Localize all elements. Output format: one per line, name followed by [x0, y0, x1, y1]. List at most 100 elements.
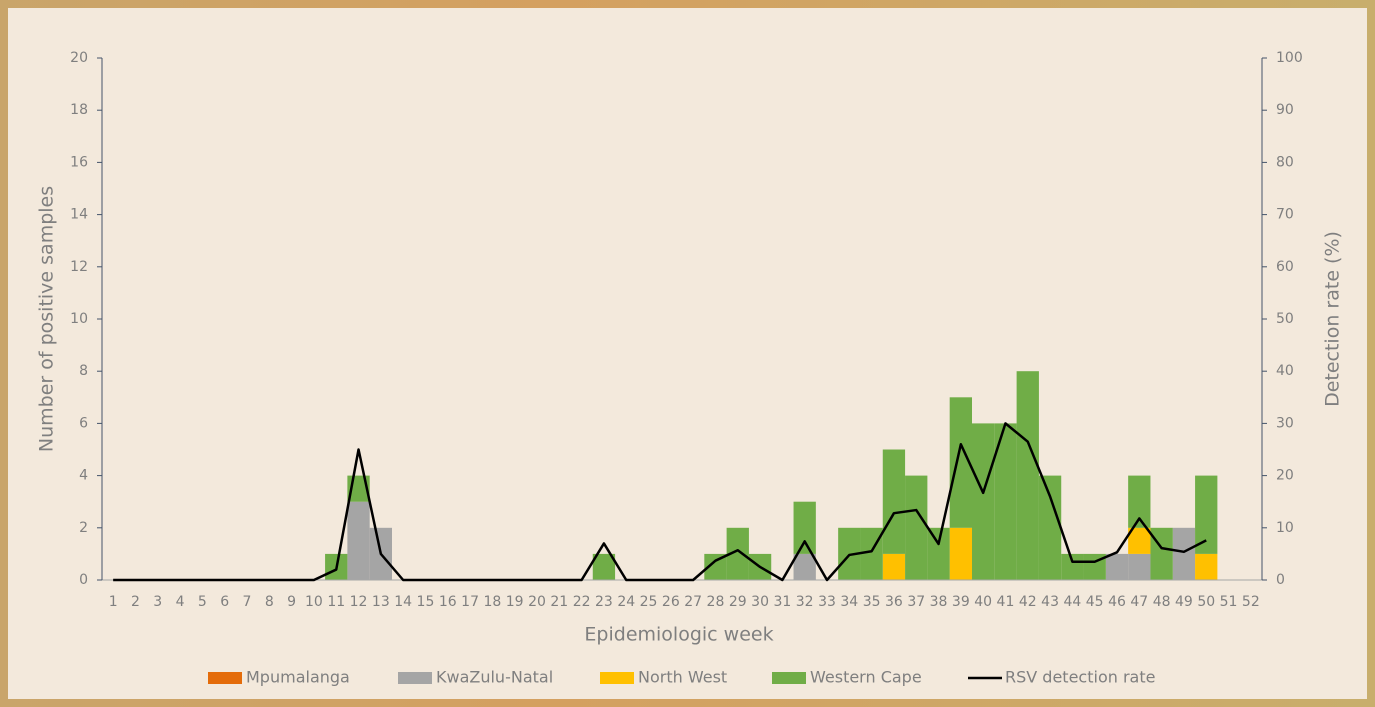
bar [1195, 475, 1218, 554]
x-tick-label: 30 [751, 594, 769, 610]
bar [927, 527, 950, 580]
bar [882, 553, 906, 580]
y-tick-label: 18 [70, 102, 88, 118]
x-tick-label: 22 [573, 594, 591, 610]
x-tick-label: 35 [863, 594, 881, 610]
y-tick-label: 6 [79, 415, 88, 431]
y2-tick-label: 90 [1276, 102, 1294, 118]
x-tick-label: 29 [729, 594, 747, 610]
x-tick-label: 11 [327, 594, 345, 610]
bar [1128, 553, 1151, 580]
x-tick-label: 34 [840, 594, 858, 610]
y2-tick-label: 0 [1276, 572, 1285, 588]
x-tick-label: 8 [265, 594, 274, 610]
y-tick-label: 0 [79, 572, 88, 588]
x-tick-label: 44 [1063, 594, 1081, 610]
bar [1038, 475, 1062, 580]
x-tick-label: 36 [885, 594, 903, 610]
x-tick-label: 15 [417, 594, 435, 610]
x-tick-label: 25 [640, 594, 658, 610]
y-tick-label: 8 [79, 363, 88, 379]
y2-tick-label: 60 [1276, 259, 1294, 275]
x-tick-label: 45 [1086, 594, 1104, 610]
x-tick-label: 16 [439, 594, 457, 610]
x-tick-label: 51 [1220, 594, 1238, 610]
legend-label: KwaZulu-Natal [436, 668, 553, 687]
y2-tick-label: 30 [1276, 415, 1294, 431]
y-tick-label: 16 [70, 154, 88, 170]
x-tick-label: 9 [287, 594, 296, 610]
x-tick-label: 49 [1175, 594, 1193, 610]
bar [1061, 553, 1084, 580]
x-tick-label: 10 [305, 594, 323, 610]
bar [949, 527, 972, 580]
x-tick-label: 6 [220, 594, 229, 610]
x-tick-label: 13 [372, 594, 390, 610]
x-tick-label: 7 [243, 594, 252, 610]
y2-axis-label: Detection rate (%) [1322, 231, 1344, 407]
bar [949, 397, 972, 528]
x-tick-label: 33 [818, 594, 836, 610]
bar [793, 501, 816, 554]
bar [793, 553, 816, 580]
x-tick-label: 2 [131, 594, 140, 610]
x-tick-label: 1 [109, 594, 118, 610]
y-tick-label: 4 [79, 468, 88, 484]
legend-label: RSV detection rate [1005, 668, 1155, 687]
legend-swatch [208, 672, 242, 684]
x-tick-label: 5 [198, 594, 207, 610]
legend-swatch [398, 672, 432, 684]
legend-label: North West [638, 668, 727, 687]
legend-label: Mpumalanga [246, 668, 350, 687]
x-tick-label: 20 [528, 594, 546, 610]
x-tick-label: 18 [483, 594, 501, 610]
bar [905, 475, 928, 580]
y2-tick-label: 10 [1276, 520, 1294, 536]
bar [704, 553, 727, 580]
y2-tick-label: 50 [1276, 311, 1294, 327]
x-tick-label: 39 [952, 594, 970, 610]
x-tick-label: 17 [461, 594, 479, 610]
x-tick-label: 27 [684, 594, 702, 610]
x-tick-label: 46 [1108, 594, 1126, 610]
y-tick-label: 20 [70, 50, 88, 66]
x-tick-label: 38 [930, 594, 948, 610]
x-tick-label: 42 [1019, 594, 1037, 610]
bar [994, 423, 1017, 580]
panel [8, 8, 1367, 699]
legend-swatch [772, 672, 806, 684]
bar [592, 553, 616, 580]
y2-tick-label: 80 [1276, 154, 1294, 170]
bar [1105, 553, 1129, 580]
y2-tick-label: 20 [1276, 468, 1294, 484]
bar [1172, 527, 1196, 580]
x-tick-label: 12 [350, 594, 368, 610]
y-tick-label: 2 [79, 520, 88, 536]
bar [972, 423, 995, 580]
x-tick-label: 40 [974, 594, 992, 610]
x-tick-label: 32 [796, 594, 814, 610]
y-axis-label: Number of positive samples [36, 186, 58, 452]
y-tick-label: 10 [70, 311, 88, 327]
x-axis-label: Epidemiologic week [584, 624, 773, 646]
x-tick-label: 19 [506, 594, 524, 610]
x-tick-label: 26 [662, 594, 680, 610]
x-tick-label: 31 [773, 594, 791, 610]
legend-label: Western Cape [810, 668, 922, 687]
bar [1150, 527, 1173, 580]
y2-tick-label: 40 [1276, 363, 1294, 379]
bar [1016, 371, 1039, 580]
x-tick-label: 43 [1041, 594, 1059, 610]
legend-swatch [600, 672, 634, 684]
x-tick-label: 48 [1153, 594, 1171, 610]
x-tick-label: 47 [1130, 594, 1148, 610]
x-tick-label: 4 [176, 594, 185, 610]
bar [1128, 527, 1151, 554]
y2-tick-label: 70 [1276, 207, 1294, 223]
x-tick-label: 23 [595, 594, 613, 610]
bar [347, 501, 370, 580]
bar [726, 527, 749, 580]
y-tick-label: 12 [70, 259, 88, 275]
